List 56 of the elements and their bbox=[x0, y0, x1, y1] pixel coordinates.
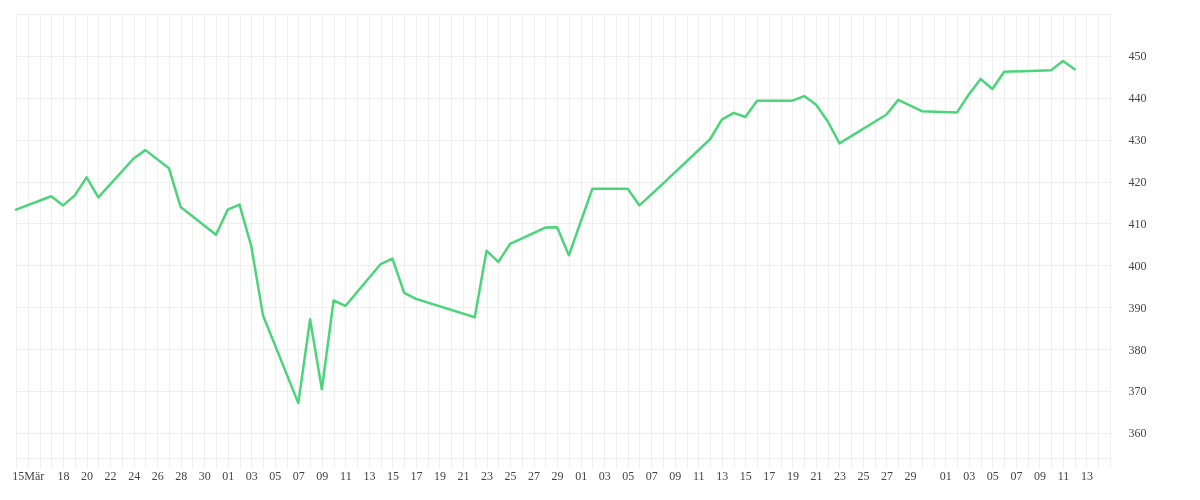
x-tick-label: 03 bbox=[963, 468, 976, 483]
x-tick-label: 01 bbox=[222, 468, 235, 483]
x-tick-label: 03 bbox=[598, 468, 611, 483]
x-tick-label: 13 bbox=[1080, 468, 1093, 483]
x-tick-label: 05 bbox=[622, 468, 635, 483]
y-tick-label: 390 bbox=[1128, 300, 1147, 315]
x-tick-label: 29 bbox=[551, 468, 564, 483]
x-tick-label: 29 bbox=[904, 468, 917, 483]
x-tick-label: 22 bbox=[104, 468, 117, 483]
x-tick-label: 28 bbox=[175, 468, 188, 483]
x-tick-label: 27 bbox=[880, 468, 893, 483]
x-tick-label: 21 bbox=[457, 468, 470, 483]
x-tick-label: 25 bbox=[857, 468, 870, 483]
x-tick-label: 03 bbox=[245, 468, 258, 483]
x-tick-label: 01 bbox=[939, 468, 952, 483]
x-tick-label: 09 bbox=[316, 468, 329, 483]
x-tick-label: 13 bbox=[363, 468, 376, 483]
x-tick-label: 07 bbox=[645, 468, 658, 483]
x-tick-label: 19 bbox=[433, 468, 446, 483]
x-tick-label: 11 bbox=[1057, 468, 1070, 483]
x-tick-label: 15 bbox=[386, 468, 399, 483]
x-tick-label: 09 bbox=[669, 468, 682, 483]
x-tick-label: 23 bbox=[833, 468, 846, 483]
y-tick-label: 380 bbox=[1128, 342, 1147, 357]
line-series bbox=[14, 59, 1076, 405]
y-tick-label: 440 bbox=[1128, 91, 1147, 106]
x-tick-label: 07 bbox=[292, 468, 305, 483]
y-tick-label: 450 bbox=[1128, 49, 1147, 64]
x-tick-label: 15Mär bbox=[12, 468, 45, 483]
x-tick-label: 15 bbox=[739, 468, 752, 483]
y-tick-label: 430 bbox=[1128, 133, 1147, 148]
x-tick-label: 24 bbox=[128, 468, 141, 483]
x-tick-label: 30 bbox=[198, 468, 211, 483]
x-tick-label: 19 bbox=[786, 468, 799, 483]
y-tick-label: 420 bbox=[1128, 175, 1147, 190]
x-tick-label: 07 bbox=[1010, 468, 1023, 483]
x-tick-label: 05 bbox=[986, 468, 999, 483]
x-tick-label: 17 bbox=[763, 468, 776, 483]
x-tick-label: 13 bbox=[716, 468, 729, 483]
y-tick-label: 410 bbox=[1128, 216, 1147, 231]
x-tick-label: 20 bbox=[81, 468, 94, 483]
x-tick-label: 01 bbox=[575, 468, 588, 483]
y-tick-label: 370 bbox=[1128, 384, 1147, 399]
x-tick-label: 18 bbox=[57, 468, 70, 483]
x-tick-label: 11 bbox=[340, 468, 352, 483]
x-tick-label: 11 bbox=[693, 468, 705, 483]
y-tick-label: 360 bbox=[1128, 426, 1147, 441]
x-tick-label: 23 bbox=[481, 468, 494, 483]
x-tick-label: 26 bbox=[151, 468, 164, 483]
x-tick-label: 25 bbox=[504, 468, 517, 483]
x-tick-label: 17 bbox=[410, 468, 423, 483]
x-tick-label: 21 bbox=[810, 468, 823, 483]
x-tick-label: 09 bbox=[1033, 468, 1046, 483]
x-tick-label: 27 bbox=[528, 468, 541, 483]
x-tick-label: 05 bbox=[269, 468, 282, 483]
y-tick-label: 400 bbox=[1128, 258, 1147, 273]
